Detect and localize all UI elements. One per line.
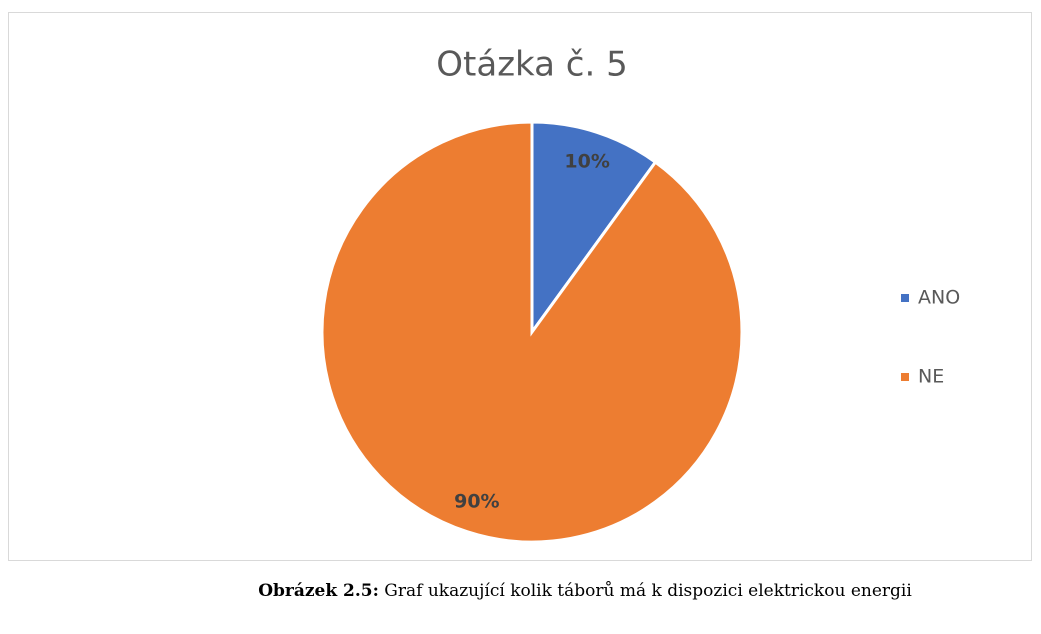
chart-title: Otázka č. 5 xyxy=(436,45,627,85)
legend-label: ANO xyxy=(918,287,960,309)
caption: Obrázek 2.5: Graf ukazující kolik táborů… xyxy=(258,581,912,601)
data-label: 90% xyxy=(454,490,499,512)
legend-marker xyxy=(901,373,909,381)
data-label: 10% xyxy=(564,151,609,173)
pie-slice xyxy=(320,120,744,544)
caption-label: Obrázek 2.5: xyxy=(258,581,379,601)
legend-marker xyxy=(901,294,909,302)
pie-slice xyxy=(530,120,658,337)
caption-text: Graf ukazující kolik táborů má k dispozi… xyxy=(384,581,912,601)
legend-label: NE xyxy=(918,366,944,388)
